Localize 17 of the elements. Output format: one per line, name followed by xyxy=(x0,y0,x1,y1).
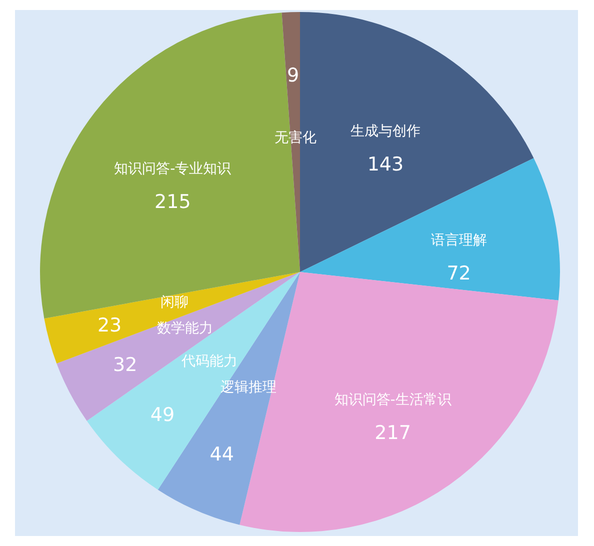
slice-label: 知识问答-专业知识 xyxy=(114,161,232,178)
slice-label: 知识问答-生活常识 xyxy=(334,392,452,408)
data-label: 72 xyxy=(446,262,471,284)
data-label: 49 xyxy=(150,404,175,426)
data-label: 23 xyxy=(97,314,122,337)
slice-label: 语言理解 xyxy=(430,232,487,248)
data-label: 215 xyxy=(154,191,191,214)
data-label: 32 xyxy=(113,354,138,376)
data-label: 44 xyxy=(210,444,234,466)
slice-label: 闲聊 xyxy=(160,294,189,311)
data-label: 217 xyxy=(374,422,411,444)
slice-label: 无害化 xyxy=(274,130,316,146)
slice-label: 生成与创作 xyxy=(350,123,420,140)
data-label: 143 xyxy=(367,153,404,176)
slice-label: 数学能力 xyxy=(156,320,213,337)
slice-label: 代码能力 xyxy=(180,353,238,370)
data-label: 9 xyxy=(287,64,300,87)
